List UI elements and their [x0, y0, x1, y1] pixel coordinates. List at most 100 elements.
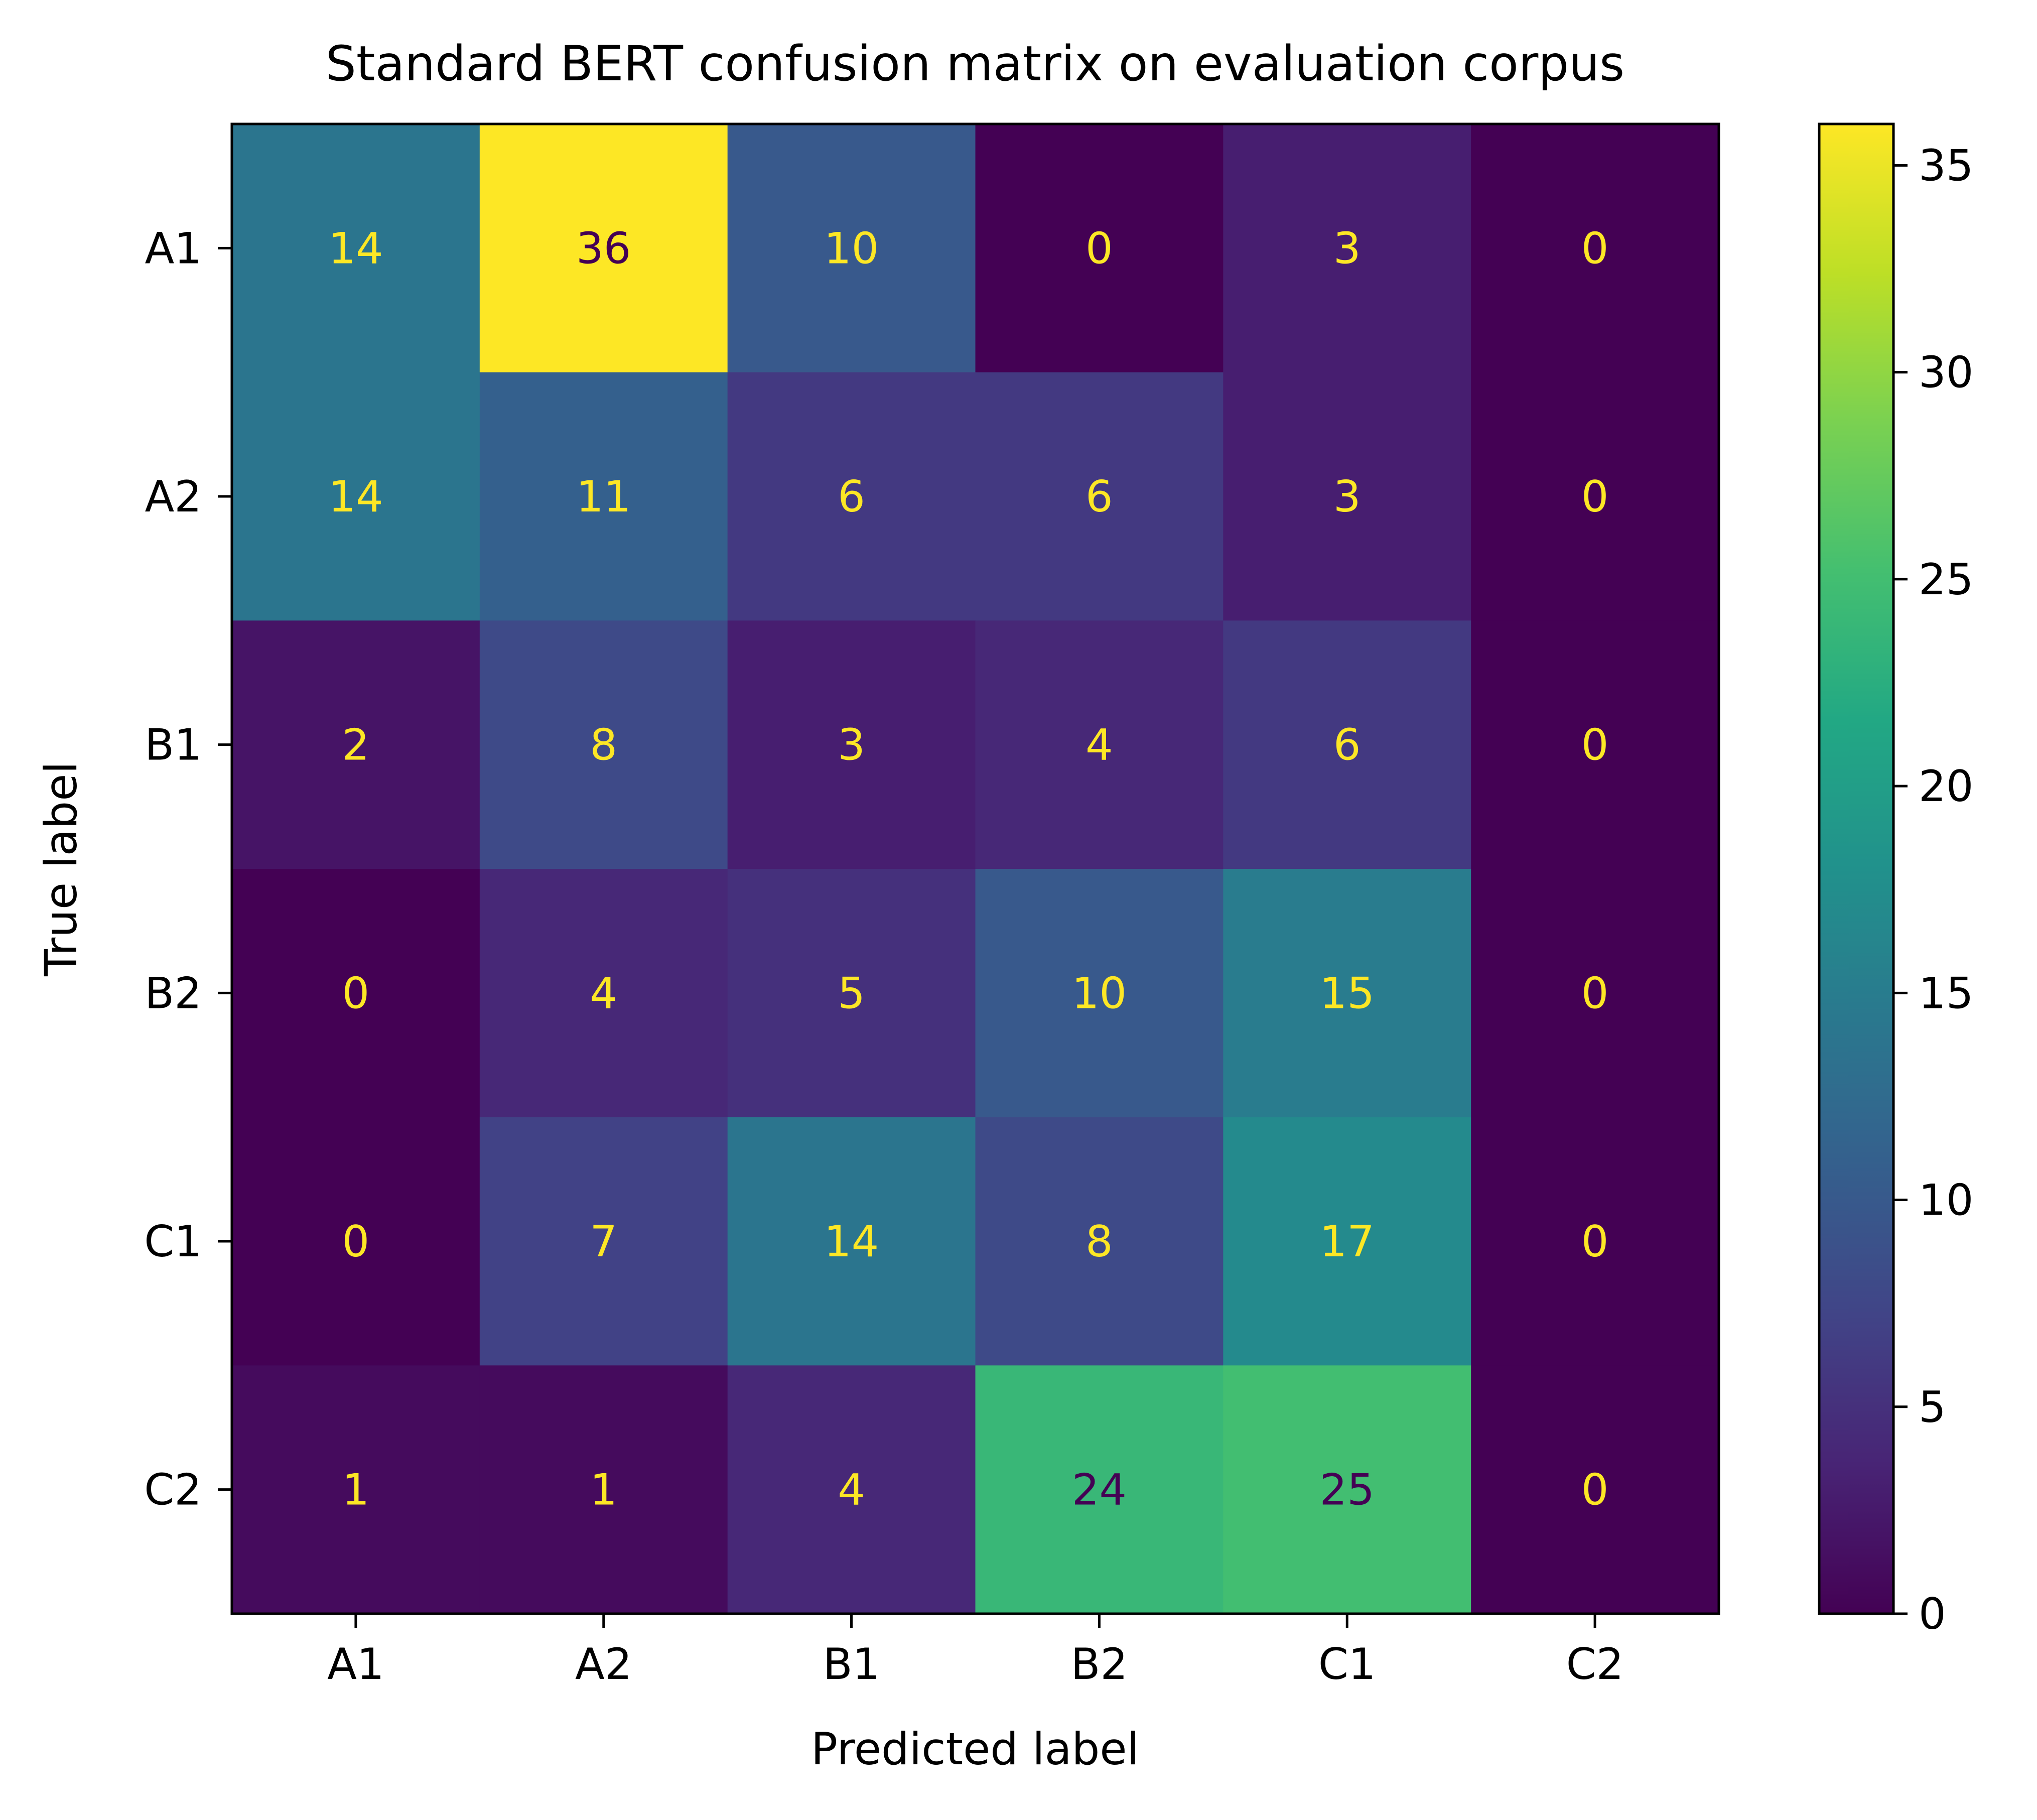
heatmap-cell: [727, 620, 976, 869]
cell-value-label: 1: [590, 1465, 617, 1515]
heatmap-cell: [479, 620, 728, 869]
colorbar: [1818, 122, 1895, 1615]
colorbar-tick-label: 30: [1919, 348, 1973, 398]
cell-value-label: 0: [342, 1217, 370, 1267]
heatmap-cell: [975, 1117, 1224, 1366]
heatmap-cell: [232, 1365, 480, 1614]
heatmap-cell: [975, 372, 1224, 621]
cell-value-label: 4: [838, 1465, 865, 1515]
cell-value-label: 8: [590, 720, 617, 770]
cell-value-label: 0: [1581, 472, 1609, 522]
heatmap-cell: [727, 869, 976, 1118]
heatmap-cell: [479, 1117, 728, 1366]
heatmap-cell: [1223, 124, 1471, 373]
cell-value-label: 6: [1085, 472, 1113, 522]
cell-value-label: 10: [824, 223, 879, 274]
plot-frame: [230, 122, 1720, 1615]
x-axis-ticks: A1 A2 B1 B2 C1 C2: [327, 1614, 1623, 1689]
cell-value-label: 2: [342, 720, 370, 770]
cell-value-label: 0: [1581, 968, 1609, 1018]
cell-value-label: 4: [590, 968, 617, 1018]
colorbar-tick-label: 25: [1919, 555, 1973, 605]
cell-value-label: 0: [1581, 1465, 1609, 1515]
y-axis-ticks: A1 A2 B1 B2 C1 C2: [144, 223, 232, 1515]
colorbar-tick-label: 5: [1919, 1382, 1946, 1433]
heatmap-cell: [727, 372, 976, 621]
heatmap-cell: [479, 372, 728, 621]
heatmap-cell: [1471, 869, 1719, 1118]
cell-value-label: 0: [1581, 1217, 1609, 1267]
y-tick-label: C1: [144, 1217, 202, 1267]
cell-value-label: 8: [1085, 1217, 1113, 1267]
y-tick-label: A1: [145, 223, 202, 274]
cell-value-label: 10: [1072, 968, 1127, 1018]
heatmap-cell: [1471, 1117, 1719, 1366]
chart-title: Standard BERT confusion matrix on evalua…: [326, 36, 1624, 92]
heatmap-cell: [1471, 620, 1719, 869]
x-tick-label: B2: [1071, 1639, 1128, 1689]
cell-value-label: 11: [576, 472, 631, 522]
heatmap-cell: [232, 869, 480, 1118]
y-tick-label: C2: [144, 1465, 202, 1515]
heatmap-cell: [1223, 1365, 1471, 1614]
heatmap-cell: [727, 1365, 976, 1614]
cell-value-label: 0: [342, 968, 370, 1018]
x-tick-label: A1: [327, 1639, 384, 1689]
heatmap-cell: [1223, 869, 1471, 1118]
cell-value-label: 7: [590, 1217, 617, 1267]
cell-value-label: 3: [1333, 472, 1361, 522]
cell-value-label: 24: [1072, 1465, 1127, 1515]
cell-value-label: 3: [1333, 223, 1361, 274]
colorbar-tick-label: 20: [1919, 761, 1973, 812]
heatmap-cell: [1471, 372, 1719, 621]
heatmap-cell: [479, 124, 728, 373]
cell-value-label: 5: [838, 968, 865, 1018]
cell-value-label: 15: [1320, 968, 1375, 1018]
cell-value-label: 4: [1085, 720, 1113, 770]
y-axis-title: True label: [35, 761, 87, 977]
cell-value-label: 0: [1085, 223, 1113, 274]
heatmap-cell: [479, 869, 728, 1118]
colorbar-tick-label: 15: [1919, 968, 1973, 1018]
colorbar-tick-label: 10: [1919, 1176, 1973, 1226]
x-tick-label: B1: [823, 1639, 880, 1689]
cell-value-label: 14: [328, 472, 383, 522]
heatmap-cell: [1471, 1365, 1719, 1614]
heatmap-cell: [232, 1117, 480, 1366]
heatmap-cell: [975, 869, 1224, 1118]
x-tick-label: A2: [575, 1639, 632, 1689]
cell-value-label: 36: [576, 223, 631, 274]
heatmap-cell: [232, 620, 480, 869]
heatmap-cell: [1223, 620, 1471, 869]
heatmap-cells: [232, 124, 1719, 1614]
heatmap-cell: [232, 372, 480, 621]
heatmap-cell: [727, 124, 976, 373]
heatmap-cell: [727, 1117, 976, 1366]
x-tick-label: C2: [1566, 1639, 1624, 1689]
cell-value-label: 25: [1320, 1465, 1375, 1515]
heatmap-cell: [1223, 372, 1471, 621]
heatmap-cell: [975, 1365, 1224, 1614]
cell-value-label: 0: [1581, 223, 1609, 274]
heatmap-cell: [975, 620, 1224, 869]
cell-value-label: 6: [1333, 720, 1361, 770]
heatmap-cell: [232, 124, 480, 373]
x-axis-title: Predicted label: [811, 1723, 1139, 1775]
heatmap-cell: [1471, 124, 1719, 373]
cell-value-label: 1: [342, 1465, 370, 1515]
y-tick-label: B2: [145, 968, 202, 1018]
heatmap-cell: [1223, 1117, 1471, 1366]
cell-value-label: 3: [838, 720, 865, 770]
colorbar-ticks: 0 5 10 15 20 25 30 35: [1893, 141, 1973, 1639]
cell-value-label: 0: [1581, 720, 1609, 770]
heatmap-cell: [975, 124, 1224, 373]
y-tick-label: B1: [145, 720, 202, 770]
cell-value-label: 14: [824, 1217, 879, 1267]
cell-value-label: 17: [1320, 1217, 1375, 1267]
cell-value-labels: 14 36 10 0 3 014 11 6 6 3 02 8 3 4 6 00 4 5 10 15 00 7 14 8 17 01…: [328, 223, 1608, 1515]
colorbar-tick-label: 35: [1919, 141, 1973, 191]
cell-value-label: 6: [838, 472, 865, 522]
x-tick-label: C1: [1318, 1639, 1376, 1689]
